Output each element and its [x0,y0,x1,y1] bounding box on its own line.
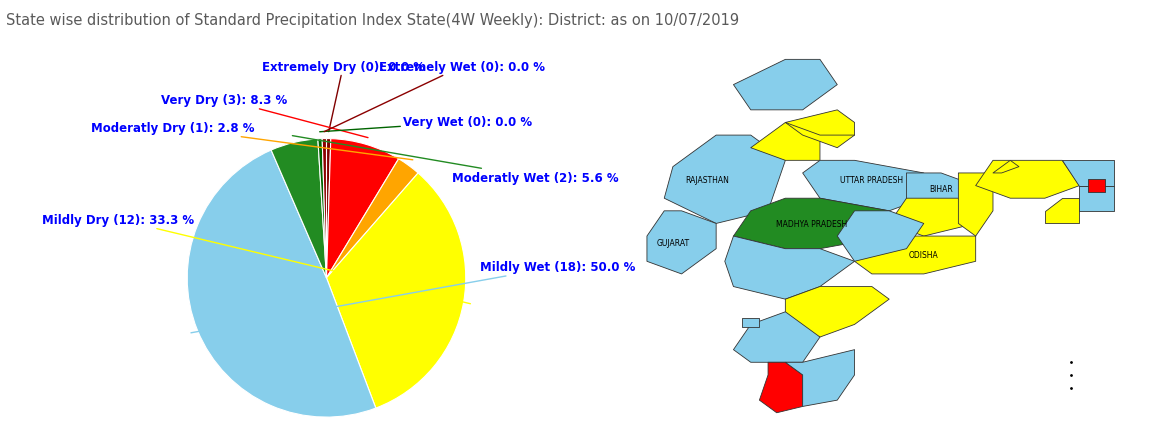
Text: MADHYA PRADESH: MADHYA PRADESH [775,219,847,229]
Text: ODISHA: ODISHA [909,251,939,260]
Text: Moderatly Dry (1): 2.8 %: Moderatly Dry (1): 2.8 % [91,122,413,160]
Text: Extremely Dry (0): 0.0 %: Extremely Dry (0): 0.0 % [261,60,424,132]
Wedge shape [272,140,326,278]
Wedge shape [322,139,326,278]
Wedge shape [326,159,419,278]
Wedge shape [188,151,375,417]
Wedge shape [326,139,399,278]
Text: Extremely Wet (0): 0.0 %: Extremely Wet (0): 0.0 % [324,60,546,132]
Wedge shape [326,173,465,408]
Text: State wise distribution of Standard Precipitation Index State(4W Weekly): Distri: State wise distribution of Standard Prec… [6,13,739,28]
Text: BIHAR: BIHAR [929,184,953,193]
Text: GUJARAT: GUJARAT [656,238,689,247]
Text: Very Wet (0): 0.0 %: Very Wet (0): 0.0 % [319,116,532,132]
Text: RAJASTHAN: RAJASTHAN [686,175,730,184]
Text: Mildly Wet (18): 50.0 %: Mildly Wet (18): 50.0 % [191,261,635,333]
Text: Very Dry (3): 8.3 %: Very Dry (3): 8.3 % [161,94,368,138]
Text: Moderatly Wet (2): 5.6 %: Moderatly Wet (2): 5.6 % [293,136,618,185]
Text: UTTAR PRADESH: UTTAR PRADESH [841,175,904,184]
Wedge shape [326,139,331,278]
Wedge shape [318,139,326,278]
Text: Mildly Dry (12): 33.3 %: Mildly Dry (12): 33.3 % [42,213,470,304]
